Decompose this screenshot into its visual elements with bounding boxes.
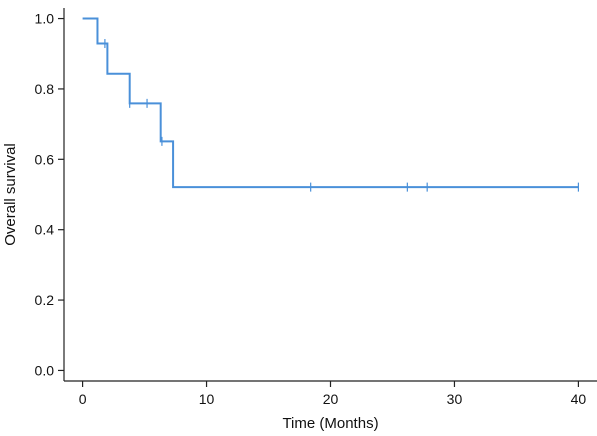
x-tick-label: 20	[323, 391, 339, 407]
x-axis-title: Time (Months)	[282, 415, 378, 432]
y-tick-label: 1.0	[35, 11, 55, 27]
y-tick-label: 0.2	[35, 292, 55, 308]
y-tick-label: 0.8	[35, 81, 55, 97]
y-axis-title: Overall survival	[2, 143, 19, 246]
axes	[63, 8, 597, 382]
x-tick-label: 10	[199, 391, 215, 407]
y-axis-ticks: 0.0 0.2 0.4 0.6 0.8 1.0	[35, 11, 64, 378]
x-tick-label: 40	[571, 391, 587, 407]
survival-step-line	[82, 17, 579, 189]
plot-area	[82, 17, 580, 192]
y-tick-label: 0.4	[35, 222, 55, 238]
y-tick-label: 0.6	[35, 151, 55, 167]
x-tick-label: 0	[79, 391, 87, 407]
x-axis-ticks: 0 10 20 30 40	[79, 381, 587, 407]
y-tick-label: 0.0	[35, 362, 55, 378]
x-tick-label: 30	[447, 391, 463, 407]
